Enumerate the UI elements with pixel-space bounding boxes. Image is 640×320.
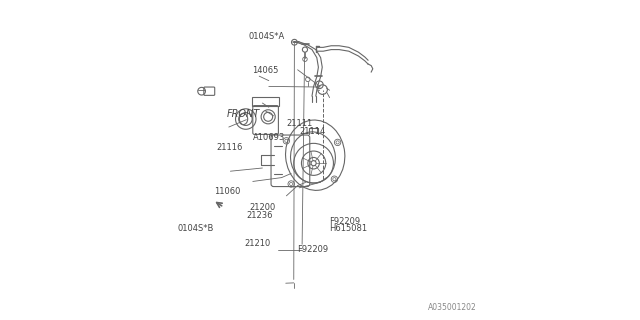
- Text: F92209: F92209: [330, 217, 361, 226]
- Text: 21111: 21111: [287, 119, 313, 128]
- Text: 0104S*B: 0104S*B: [178, 224, 214, 233]
- Text: 14065: 14065: [252, 66, 278, 75]
- Bar: [252, 97, 279, 106]
- Text: FRONT: FRONT: [227, 108, 260, 119]
- Text: 21116: 21116: [216, 143, 243, 152]
- Text: F92209: F92209: [298, 245, 329, 254]
- Text: A10693: A10693: [253, 133, 285, 142]
- Text: 11060: 11060: [214, 188, 241, 196]
- Text: 21200: 21200: [250, 204, 276, 212]
- Text: 21114: 21114: [300, 127, 326, 136]
- Text: H615081: H615081: [330, 224, 368, 233]
- Text: 21210: 21210: [245, 239, 271, 248]
- Text: 21236: 21236: [246, 212, 273, 220]
- Text: A035001202: A035001202: [428, 303, 477, 312]
- Text: 0104S*A: 0104S*A: [248, 32, 285, 41]
